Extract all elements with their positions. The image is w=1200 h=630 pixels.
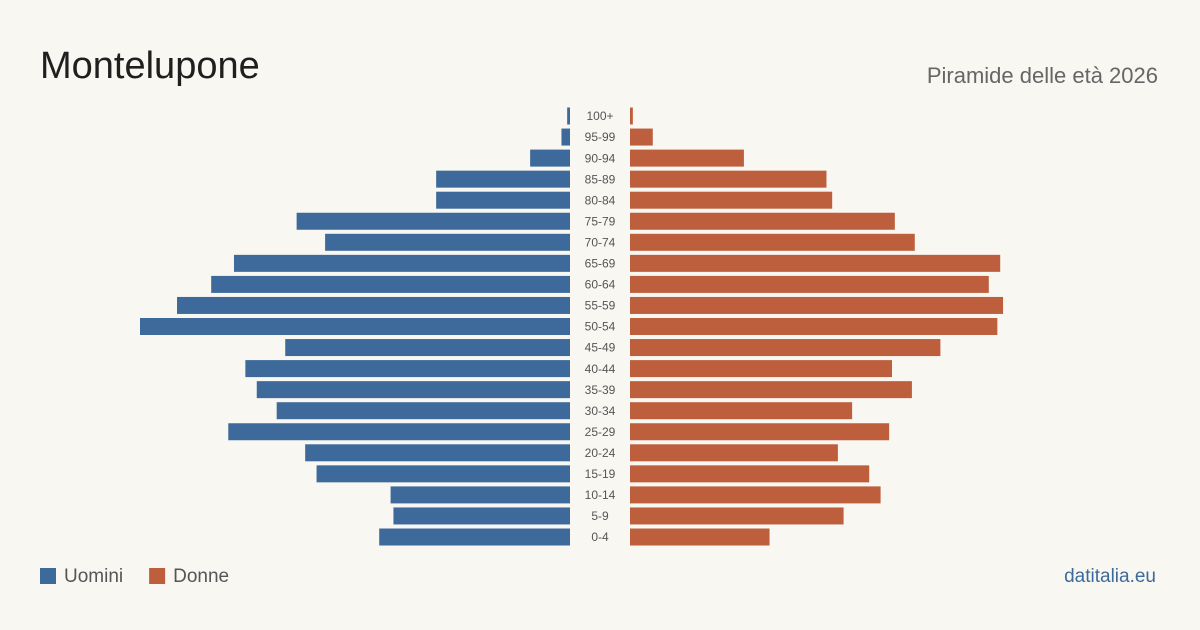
legend-swatch: [40, 568, 56, 584]
bar: [630, 465, 870, 483]
age-label: 45-49: [585, 341, 616, 355]
bar: [630, 339, 941, 357]
bar: [436, 191, 570, 209]
bar: [177, 296, 570, 314]
source: datitalia.eu: [1064, 566, 1156, 587]
age-label: 35-39: [585, 383, 616, 397]
chart-title: Montelupone: [40, 45, 260, 87]
age-label: 15-19: [585, 467, 616, 481]
bar: [296, 212, 570, 230]
bar: [630, 528, 770, 546]
bar: [630, 254, 1001, 272]
age-label: 25-29: [585, 425, 616, 439]
bar: [630, 402, 853, 420]
bar: [379, 528, 570, 546]
bar: [393, 507, 570, 525]
bar: [630, 507, 844, 525]
legend-label: Uomini: [64, 566, 123, 587]
bar: [390, 486, 570, 504]
bar: [630, 128, 653, 146]
bar: [630, 486, 881, 504]
age-label: 0-4: [591, 530, 609, 544]
age-label: 65-69: [585, 257, 616, 271]
bar: [630, 360, 892, 378]
bar: [276, 402, 570, 420]
bar: [140, 318, 570, 335]
bar: [630, 318, 998, 335]
bar: [630, 381, 912, 399]
age-label: 100+: [586, 109, 613, 123]
age-label: 50-54: [585, 320, 616, 334]
age-label: 85-89: [585, 172, 616, 186]
age-label: 70-74: [585, 235, 616, 249]
legend-label: Donne: [173, 566, 229, 587]
age-label: 55-59: [585, 299, 616, 313]
age-label: 40-44: [585, 362, 616, 376]
age-label: 60-64: [585, 278, 616, 292]
bar: [316, 465, 570, 483]
bar: [630, 191, 833, 209]
age-label: 20-24: [585, 446, 616, 460]
bar: [530, 149, 570, 167]
bar: [245, 360, 570, 378]
bar: [630, 107, 633, 125]
bar: [228, 423, 571, 441]
bar: [630, 170, 827, 188]
bar: [630, 296, 1004, 314]
bar: [630, 275, 989, 293]
bar: [285, 339, 570, 357]
bar: [630, 233, 915, 251]
chart-subtitle: Piramide delle età 2026: [927, 63, 1158, 88]
bar: [630, 423, 890, 441]
bar: [211, 275, 570, 293]
bar: [233, 254, 570, 272]
age-label: 80-84: [585, 193, 616, 207]
bar: [567, 107, 570, 125]
age-label: 5-9: [591, 509, 609, 523]
age-label: 75-79: [585, 214, 616, 228]
age-label: 95-99: [585, 130, 616, 144]
bar: [630, 149, 744, 167]
bar: [305, 444, 570, 462]
bar: [630, 212, 895, 230]
age-label: 30-34: [585, 404, 616, 418]
age-label: 90-94: [585, 151, 616, 165]
bar: [325, 233, 570, 251]
bar: [630, 444, 838, 462]
bar: [561, 128, 570, 146]
bar: [436, 170, 570, 188]
bar: [256, 381, 570, 399]
age-label: 10-14: [585, 488, 616, 502]
legend-swatch: [149, 568, 166, 584]
